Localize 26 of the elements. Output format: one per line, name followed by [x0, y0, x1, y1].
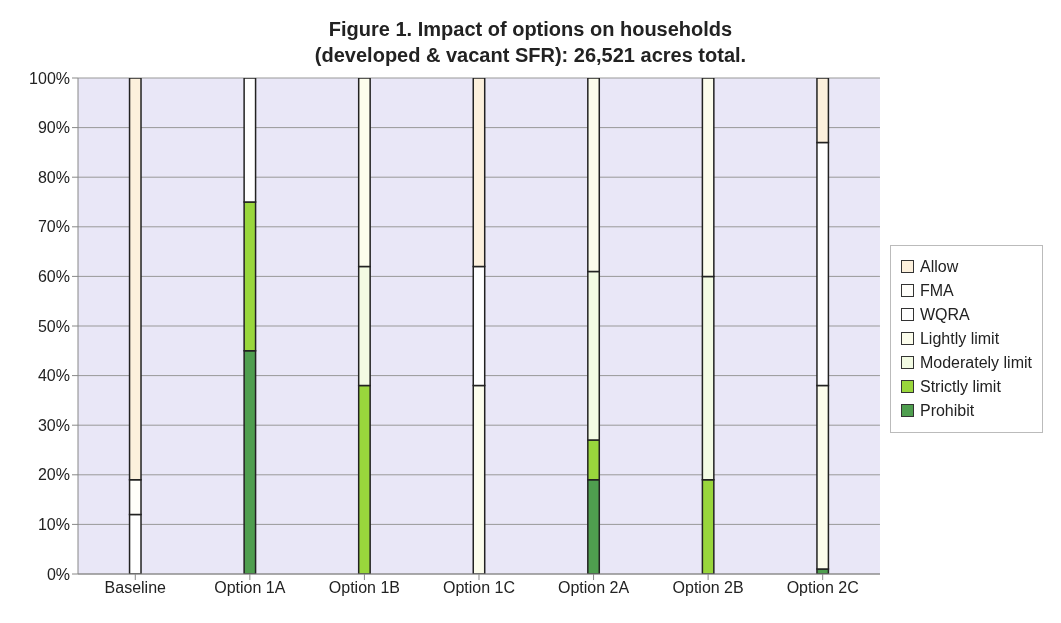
legend-label: Prohibit	[919, 401, 975, 420]
y-tick-label: 10%	[37, 516, 70, 534]
legend-label: WQRA	[919, 305, 970, 324]
legend-label: Moderately limit	[919, 353, 1032, 372]
x-tick-label: Option 1A	[214, 579, 286, 597]
x-tick-label: Option 2B	[672, 579, 744, 597]
y-tick-label: 0%	[46, 565, 70, 583]
x-tick-label: Baseline	[104, 579, 167, 597]
x-tick-label: Option 1B	[328, 579, 400, 597]
y-tick-label: 70%	[37, 218, 70, 236]
y-tick-label: 20%	[37, 466, 70, 484]
chart-title: Figure 1. Impact of options on households (developed & vacant SFR): 26,521 acres total.	[313, 17, 748, 68]
y-tick-label: 50%	[37, 317, 70, 335]
y-tick-label: 40%	[37, 367, 70, 385]
y-tick-label: 30%	[37, 416, 70, 434]
y-tick-label: 90%	[37, 119, 70, 137]
legend-label: Allow	[919, 257, 959, 276]
x-tick-label: Option 1C	[442, 579, 516, 597]
legend-label: FMA	[919, 281, 954, 300]
legend-label: Strictly limit	[919, 377, 1001, 396]
x-tick-label: Option 2A	[557, 579, 630, 597]
x-tick-label: Option 2C	[786, 579, 859, 597]
legend-label: Lightly limit	[919, 329, 1000, 348]
y-tick-label: 80%	[37, 168, 70, 186]
y-tick-label: 100%	[29, 69, 70, 87]
y-tick-label: 60%	[37, 268, 70, 286]
